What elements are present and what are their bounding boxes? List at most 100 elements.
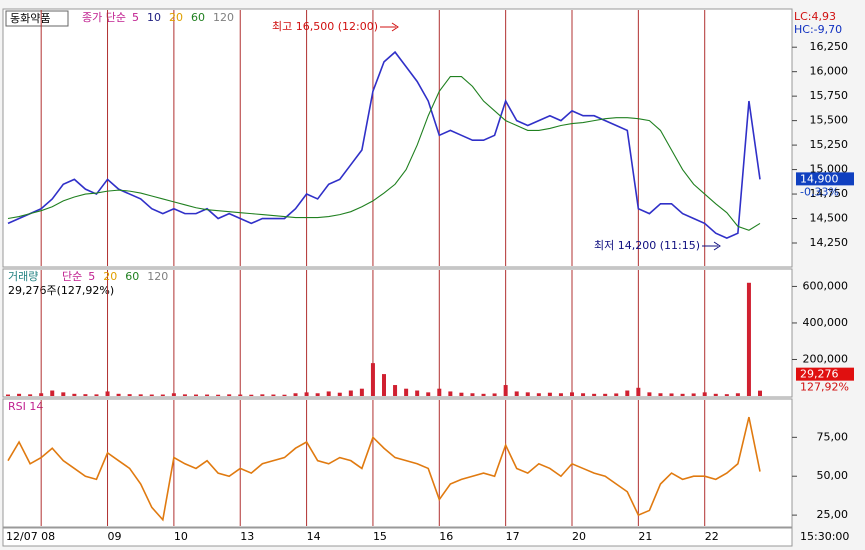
time-axis bbox=[2, 527, 793, 547]
legend-item: 120 bbox=[147, 270, 168, 283]
volume-bar bbox=[758, 390, 762, 396]
x-tick-label: 14 bbox=[307, 530, 321, 543]
annotation-arrow bbox=[380, 22, 399, 32]
x-tick-label: 21 bbox=[638, 530, 652, 543]
volume-bar bbox=[337, 392, 342, 396]
volume-bar bbox=[160, 394, 165, 396]
legend-title: 종가 단순 bbox=[82, 11, 126, 24]
volume-bar bbox=[149, 394, 154, 396]
last-price: 14,900 bbox=[800, 172, 839, 185]
legend-item: 60 bbox=[191, 11, 205, 24]
volume-bar bbox=[271, 394, 276, 396]
volume-bar bbox=[669, 393, 674, 396]
x-tick-label: 22 bbox=[705, 530, 719, 543]
y-tick-label: 75,00 bbox=[817, 430, 849, 443]
volume-bar bbox=[6, 394, 10, 396]
volume-bar bbox=[17, 393, 22, 396]
volume-bar bbox=[503, 385, 508, 396]
price-panel bbox=[2, 8, 793, 268]
legend-item: 20 bbox=[169, 11, 183, 24]
volume-bar bbox=[249, 394, 254, 396]
volume-bar bbox=[525, 392, 530, 396]
volume-bar bbox=[138, 394, 143, 396]
volume-bar bbox=[724, 394, 729, 396]
annotation-arrow bbox=[702, 241, 721, 251]
legend-item: 10 bbox=[147, 11, 161, 24]
volume-bar bbox=[50, 390, 55, 396]
stock-name: 동화약품 bbox=[10, 11, 50, 25]
volume-bar bbox=[415, 390, 420, 396]
rsi-title: RSI 14 bbox=[8, 400, 43, 413]
volume-bar bbox=[382, 374, 386, 396]
volume-bar bbox=[481, 393, 486, 396]
y-tick-label: 50,00 bbox=[817, 469, 849, 482]
legend-item: 5 bbox=[88, 270, 95, 283]
last-volume: 29,276 bbox=[800, 368, 839, 381]
volume-bar bbox=[581, 393, 586, 396]
volume-bar bbox=[94, 394, 99, 396]
stock-name-box bbox=[5, 10, 69, 27]
last-price-box bbox=[796, 172, 854, 186]
volume-bar bbox=[227, 394, 232, 396]
volume-bar bbox=[647, 392, 652, 396]
volume-bar bbox=[39, 393, 44, 396]
time-label: 15:30:00 bbox=[800, 530, 849, 543]
volume-bar bbox=[61, 392, 66, 396]
volume-bar bbox=[315, 393, 320, 396]
volume-legend-title: 단순 bbox=[62, 270, 82, 283]
x-tick-label: 10 bbox=[174, 530, 188, 543]
y-tick-label: 14,250 bbox=[810, 236, 849, 249]
volume-bar bbox=[216, 394, 221, 396]
volume-bar bbox=[83, 394, 88, 396]
volume-bar bbox=[370, 363, 375, 396]
volume-bar bbox=[182, 394, 187, 396]
y-tick-label: 16,000 bbox=[810, 65, 849, 78]
volume-title: 거래량 bbox=[8, 270, 38, 283]
volume-bar bbox=[293, 393, 298, 396]
legend-item: 20 bbox=[103, 270, 117, 283]
annotation-low: 최저 14,200 (11:15) bbox=[594, 239, 700, 252]
legend-item: 60 bbox=[125, 270, 139, 283]
volume-bar bbox=[713, 393, 718, 396]
volume-bar bbox=[194, 394, 198, 396]
volume-bar bbox=[558, 393, 563, 396]
y-tick-label: 15,500 bbox=[810, 114, 849, 127]
volume-bar bbox=[680, 393, 685, 396]
volume-bar bbox=[547, 392, 552, 396]
legend-item: 120 bbox=[213, 11, 234, 24]
volume-bar bbox=[105, 391, 110, 396]
volume-bar bbox=[304, 392, 309, 396]
series-line bbox=[7, 50, 761, 239]
hc: HC:-9,70 bbox=[794, 23, 842, 36]
y-tick-label: 600,000 bbox=[803, 279, 849, 292]
volume-bar bbox=[72, 393, 77, 396]
lc: LC:4,93 bbox=[794, 10, 836, 23]
volume-bar bbox=[658, 393, 663, 396]
volume-bar bbox=[636, 387, 641, 396]
volume-bar bbox=[470, 393, 475, 396]
volume-info: 29,276주(127,92%) bbox=[8, 284, 114, 297]
volume-bar bbox=[437, 388, 442, 396]
y-tick-label: 25,00 bbox=[817, 508, 849, 521]
volume-bar bbox=[603, 393, 608, 396]
volume-bar bbox=[702, 392, 707, 396]
y-tick-label: 16,250 bbox=[810, 40, 849, 53]
last-volume-box bbox=[796, 367, 854, 381]
volume-bar bbox=[393, 385, 398, 396]
volume-bar bbox=[205, 394, 210, 396]
x-tick-label: 20 bbox=[572, 530, 586, 543]
volume-bar bbox=[127, 394, 132, 396]
y-tick-label: 14,750 bbox=[810, 187, 849, 200]
volume-bar bbox=[404, 388, 409, 396]
annotation-high: 최고 16,500 (12:00) bbox=[272, 20, 378, 33]
volume-panel bbox=[2, 268, 793, 398]
x-tick-label: 12/07 bbox=[6, 530, 38, 543]
volume-bar bbox=[514, 391, 519, 396]
rsi-panel bbox=[2, 398, 793, 528]
volume-bar bbox=[171, 393, 176, 396]
x-tick-label: 08 bbox=[41, 530, 55, 543]
volume-bar bbox=[492, 393, 497, 396]
volume-bar bbox=[459, 392, 464, 396]
volume-bar bbox=[326, 391, 331, 396]
